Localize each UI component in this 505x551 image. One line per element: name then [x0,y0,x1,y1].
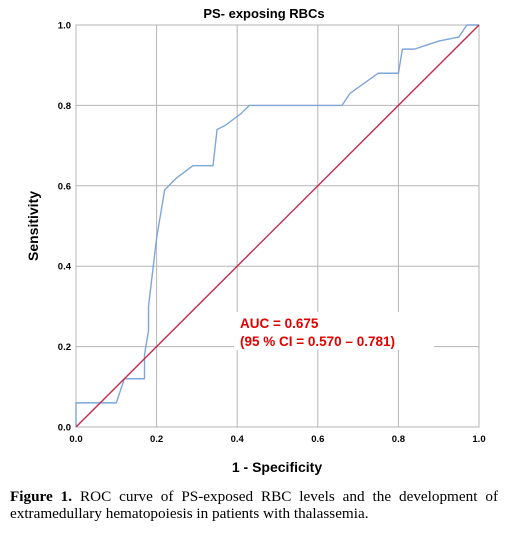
y-tick-label: 0.6 [58,181,71,192]
annotation-background [234,312,434,350]
y-tick-label: 0.8 [58,101,71,112]
caption-text: ROC curve of PS-exposed RBC levels and t… [10,488,498,522]
ci-annotation: (95 % CI = 0.570 – 0.781) [240,334,395,349]
roc-chart: PS- exposing RBCs 0.0 0.2 0.4 0.6 0.8 1.00.00… [25,6,486,475]
x-axis-label: 1 - Specificity [232,459,322,475]
y-tick-label: 0.0 [58,423,71,434]
x-tick-label: 0.8 [392,434,405,445]
tick-label-layer: 0.0 0.2 0.4 0.6 0.8 1.0 0.0 0.2 0.4 0.6 0.8 1.0 [58,21,486,446]
x-tick-label: 0.2 [150,434,163,445]
series-layer [75,24,480,428]
x-tick-label: 0.0 [69,434,82,445]
auc-annotation: AUC = 0.675 [240,316,319,331]
y-tick-label: 0.4 [58,262,72,273]
y-axis-label: Sensitivity [25,191,41,261]
y-tick-label: 1.0 [58,21,71,32]
x-tick-label: 1.0 [472,434,485,445]
chart-title: PS- exposing RBCs [203,6,324,21]
x-tick-label: 0.4 [231,434,245,445]
caption-label: Figure 1. [10,488,73,505]
reference-diagonal-line [75,24,480,428]
y-tick-label: 0.2 [58,342,71,353]
figure-caption: Figure 1. ROC curve of PS-exposed RBC le… [10,488,498,522]
x-tick-label: 0.6 [311,434,324,445]
